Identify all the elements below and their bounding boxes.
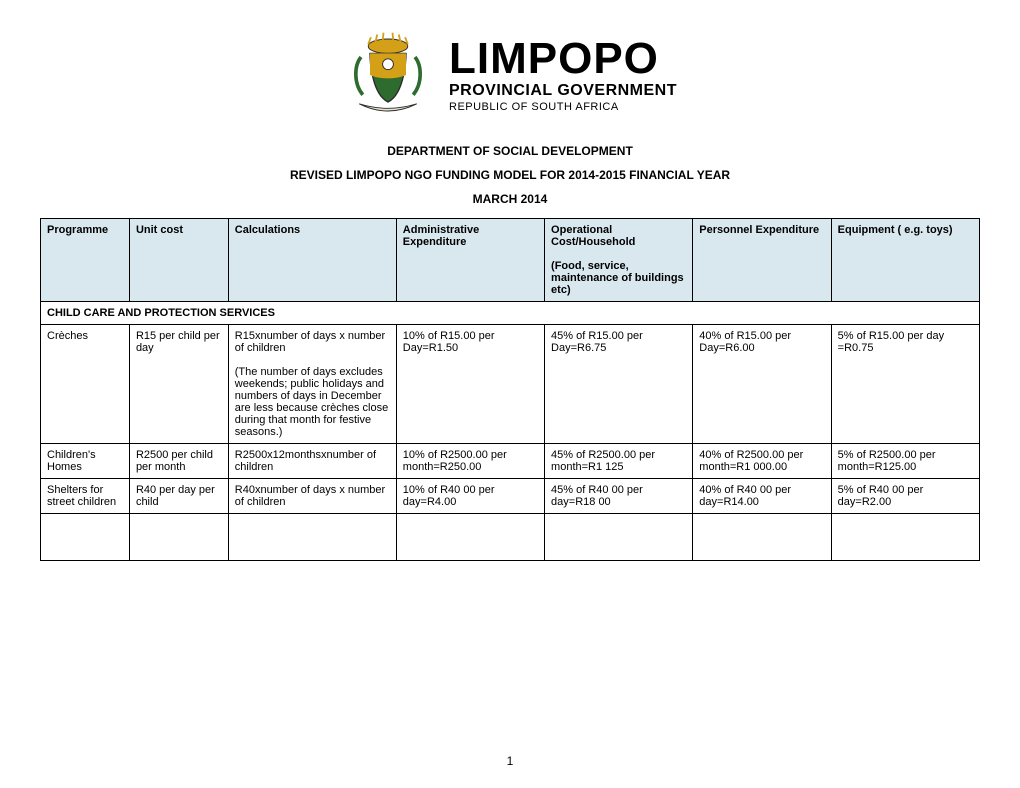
section-heading-row: CHILD CARE AND PROTECTION SERVICES bbox=[41, 302, 980, 325]
document-date: MARCH 2014 bbox=[40, 192, 980, 206]
letterhead-logo: LIMPOPO PROVINCIAL GOVERNMENT REPUBLIC O… bbox=[40, 30, 980, 120]
col-calculations: Calculations bbox=[228, 219, 396, 302]
cell-programme: Shelters for street children bbox=[41, 479, 130, 514]
table-header-row: Programme Unit cost Calculations Adminis… bbox=[41, 219, 980, 302]
col-programme: Programme bbox=[41, 219, 130, 302]
logo-sub1-text: PROVINCIAL GOVERNMENT bbox=[449, 83, 677, 99]
department-heading: DEPARTMENT OF SOCIAL DEVELOPMENT bbox=[40, 144, 980, 158]
table-row: Shelters for street children R40 per day… bbox=[41, 479, 980, 514]
col-admin: Administrative Expenditure bbox=[396, 219, 544, 302]
cell-programme: Children's Homes bbox=[41, 444, 130, 479]
page-number: 1 bbox=[0, 754, 1020, 768]
cell-calculations: R15xnumber of days x number of children … bbox=[228, 325, 396, 444]
cell-empty bbox=[396, 514, 544, 561]
cell-programme: Crèches bbox=[41, 325, 130, 444]
logo-sub2-text: REPUBLIC OF SOUTH AFRICA bbox=[449, 102, 677, 113]
col-personnel: Personnel Expenditure bbox=[693, 219, 831, 302]
cell-operational: 45% of R15.00 per Day=R6.75 bbox=[545, 325, 693, 444]
table-row-empty bbox=[41, 514, 980, 561]
logo-main-text: LIMPOPO bbox=[449, 37, 677, 81]
document-page: LIMPOPO PROVINCIAL GOVERNMENT REPUBLIC O… bbox=[0, 0, 1020, 788]
document-title: REVISED LIMPOPO NGO FUNDING MODEL FOR 20… bbox=[40, 168, 980, 182]
cell-admin: 10% of R40 00 per day=R4.00 bbox=[396, 479, 544, 514]
cell-empty bbox=[693, 514, 831, 561]
provincial-crest-icon bbox=[343, 30, 433, 120]
cell-unit-cost: R40 per day per child bbox=[129, 479, 228, 514]
cell-empty bbox=[831, 514, 979, 561]
cell-empty bbox=[545, 514, 693, 561]
cell-unit-cost: R15 per child per day bbox=[129, 325, 228, 444]
cell-personnel: 40% of R15.00 per Day=R6.00 bbox=[693, 325, 831, 444]
cell-calculations: R2500x12monthsxnumber of children bbox=[228, 444, 396, 479]
cell-empty bbox=[41, 514, 130, 561]
cell-unit-cost: R2500 per child per month bbox=[129, 444, 228, 479]
cell-admin: 10% of R2500.00 per month=R250.00 bbox=[396, 444, 544, 479]
cell-equipment: 5% of R40 00 per day=R2.00 bbox=[831, 479, 979, 514]
cell-empty bbox=[228, 514, 396, 561]
cell-calculations: R40xnumber of days x number of children bbox=[228, 479, 396, 514]
logo-text-block: LIMPOPO PROVINCIAL GOVERNMENT REPUBLIC O… bbox=[449, 37, 677, 113]
cell-empty bbox=[129, 514, 228, 561]
cell-operational: 45% of R40 00 per day=R18 00 bbox=[545, 479, 693, 514]
cell-personnel: 40% of R40 00 per day=R14.00 bbox=[693, 479, 831, 514]
table-row: Children's Homes R2500 per child per mon… bbox=[41, 444, 980, 479]
cell-admin: 10% of R15.00 per Day=R1.50 bbox=[396, 325, 544, 444]
cell-equipment: 5% of R15.00 per day =R0.75 bbox=[831, 325, 979, 444]
col-operational: Operational Cost/Household (Food, servic… bbox=[545, 219, 693, 302]
col-unit-cost: Unit cost bbox=[129, 219, 228, 302]
funding-table: Programme Unit cost Calculations Adminis… bbox=[40, 218, 980, 561]
section-heading: CHILD CARE AND PROTECTION SERVICES bbox=[41, 302, 980, 325]
col-equipment: Equipment ( e.g. toys) bbox=[831, 219, 979, 302]
cell-equipment: 5% of R2500.00 per month=R125.00 bbox=[831, 444, 979, 479]
cell-personnel: 40% of R2500.00 per month=R1 000.00 bbox=[693, 444, 831, 479]
cell-operational: 45% of R2500.00 per month=R1 125 bbox=[545, 444, 693, 479]
table-row: Crèches R15 per child per day R15xnumber… bbox=[41, 325, 980, 444]
